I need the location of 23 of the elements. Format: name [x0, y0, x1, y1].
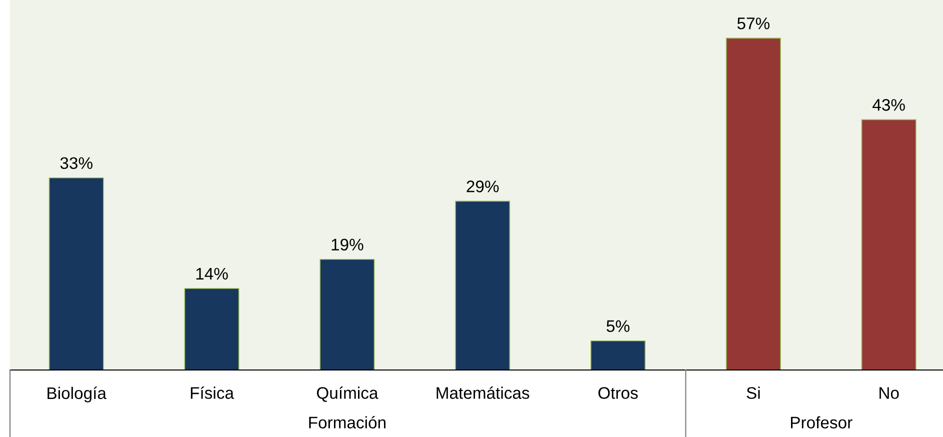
bar: [48, 177, 104, 370]
data-label: 14%: [196, 268, 228, 280]
data-label: 5%: [606, 320, 630, 332]
text: Formación: [309, 416, 386, 428]
x-tick-label: No: [880, 387, 899, 399]
x-tick-label: Matemáticas: [436, 386, 530, 399]
bar: [861, 119, 916, 370]
bar: [320, 258, 375, 370]
x-tick-label: Química: [316, 386, 378, 402]
x-tick-label: Biología: [48, 386, 106, 402]
data-label: 29%: [466, 180, 499, 192]
data-label: 57%: [737, 18, 770, 30]
x-tick-label: Si: [746, 386, 760, 399]
text: Profesor: [791, 416, 852, 428]
bar: [184, 288, 240, 370]
x-tick-label: Otros: [598, 387, 638, 399]
x-tick-label: Física: [190, 386, 234, 399]
bar: [726, 38, 781, 370]
bar: [590, 340, 646, 370]
data-label: 33%: [60, 157, 92, 170]
bar: [455, 200, 510, 370]
data-label: 43%: [872, 99, 905, 111]
data-label: 19%: [332, 238, 364, 251]
